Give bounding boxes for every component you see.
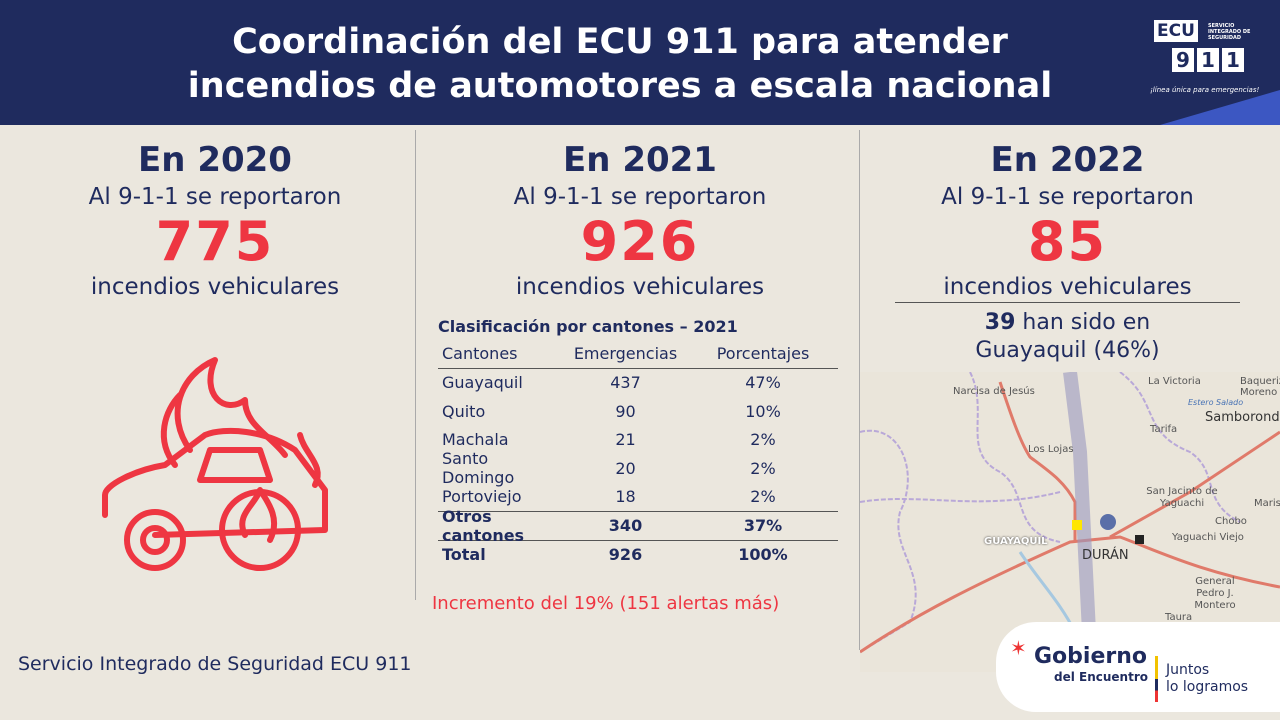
year-heading: En 2021	[563, 140, 717, 180]
footer-text: Servicio Integrado de Seguridad ECU 911	[18, 653, 412, 675]
cell: Otros cantones	[442, 506, 525, 545]
guayaquil-text: han sido en	[1022, 310, 1151, 335]
table-row: Machala 21 2%	[438, 426, 838, 455]
gobierno-logo: ✶ Gobierno del Encuentro Juntos lo logra…	[996, 622, 1280, 712]
logo-digits: 9 1 1	[1172, 48, 1244, 72]
cell: 18	[615, 487, 636, 507]
table-row: Santo Domingo 20 2%	[438, 449, 838, 487]
cell: 2%	[750, 487, 776, 507]
gobierno-sub: del Encuentro	[1054, 670, 1148, 684]
reported-text: Al 9-1-1 se reportaron	[513, 184, 767, 210]
guayaquil-summary: 39 han sido en Guayaquil (46%)	[895, 302, 1240, 365]
cell: 21	[615, 430, 636, 450]
sunburst-icon: ✶	[1010, 636, 1027, 660]
gobierno-name: Gobierno	[1034, 644, 1148, 669]
cell: Guayaquil	[442, 373, 523, 393]
page-title: Coordinación del ECU 911 para atender in…	[100, 20, 1140, 108]
cell: 2%	[750, 458, 776, 478]
map-label: Baquerizo Moreno	[1240, 376, 1280, 398]
guayaquil-percent: Guayaquil (46%)	[975, 338, 1160, 363]
map-label: GUAYAQUIL	[984, 536, 1048, 547]
map-roads	[860, 372, 1280, 654]
map-label: Los Lojas	[1028, 444, 1074, 455]
divider	[859, 130, 860, 650]
digit: 1	[1197, 48, 1219, 72]
flag-bar	[1155, 656, 1158, 702]
map-label: Chobo	[1215, 516, 1247, 527]
col-header: Emergencias	[573, 344, 678, 364]
reported-text: Al 9-1-1 se reportaron	[941, 184, 1194, 210]
cell: Portoviejo	[442, 487, 522, 507]
map-label: Taura	[1165, 612, 1193, 623]
table-row: Quito 90 10%	[438, 397, 838, 426]
table-row: Portoviejo 18 2%	[438, 483, 838, 512]
cell: Total	[442, 544, 486, 564]
year-2021: En 2021 Al 9-1-1 se reportaron 926 incen…	[465, 138, 815, 302]
title-line-1: Coordinación del ECU 911 para atender	[232, 22, 1008, 62]
cell: Quito	[442, 401, 486, 421]
fire-count: 85	[1027, 210, 1108, 273]
table-caption: Clasificación por cantones – 2021	[438, 317, 738, 336]
map-label: General Pedro J. Montero	[1194, 576, 1236, 611]
cantons-table: Clasificación por cantones – 2021 Canton…	[438, 317, 838, 568]
cell: Santo Domingo	[442, 449, 515, 488]
map-label: Tarifa	[1150, 424, 1178, 435]
year-heading: En 2020	[138, 140, 292, 180]
slogan-line: Juntos	[1166, 662, 1210, 678]
map-label: Marise	[1254, 498, 1280, 509]
reported-text: Al 9-1-1 se reportaron	[88, 184, 342, 210]
count-label: incendios vehiculares	[943, 274, 1192, 300]
count-label: incendios vehiculares	[90, 274, 340, 300]
col-header: Porcentajes	[716, 344, 810, 364]
cell: 47%	[745, 373, 781, 393]
cell: 100%	[738, 544, 788, 564]
cell: 2%	[750, 430, 776, 450]
cell: 10%	[745, 401, 781, 421]
table-row-others: Otros cantones 340 37%	[438, 507, 838, 545]
map-label: La Victoria	[1148, 376, 1201, 387]
decorative-slash	[1160, 90, 1280, 125]
map-label: Samborondón	[1205, 410, 1280, 425]
year-heading: En 2022	[990, 140, 1145, 180]
table-header: Cantones Emergencias Porcentajes	[438, 340, 838, 369]
year-2020: En 2020 Al 9-1-1 se reportaron 775 incen…	[40, 138, 390, 302]
title-line-2: incendios de automotores a escala nacion…	[187, 66, 1053, 106]
divider	[415, 130, 416, 600]
cell: 926	[608, 544, 643, 564]
cell: 37%	[743, 516, 783, 536]
cell: 340	[608, 516, 643, 536]
car-fire-icon	[102, 357, 328, 571]
map-label: DURÁN	[1082, 548, 1129, 563]
cell: 437	[610, 373, 641, 393]
guayaquil-count: 39	[984, 310, 1016, 335]
count-label: incendios vehiculares	[515, 274, 765, 300]
increase-note: Incremento del 19% (151 alertas más)	[432, 593, 780, 614]
col-header: Cantones	[442, 344, 518, 364]
logo-service: SERVICIO INTEGRADO DE SEGURIDAD	[1208, 23, 1251, 41]
map-label: San Jacinto de Yaguachi	[1146, 486, 1218, 509]
fire-count: 926	[580, 210, 700, 273]
fire-count: 775	[155, 210, 275, 273]
header: Coordinación del ECU 911 para atender in…	[0, 0, 1280, 125]
cell: 90	[615, 401, 636, 421]
map-label: Estero Salado	[1188, 398, 1244, 407]
logo-ecu: ECU	[1154, 20, 1198, 42]
year-2022: En 2022 Al 9-1-1 se reportaron 85 incend…	[885, 138, 1250, 302]
table-row: Guayaquil 437 47%	[438, 369, 838, 398]
digit: 1	[1222, 48, 1244, 72]
cell: 20	[615, 458, 636, 478]
map-label: Yaguachi Viejo	[1172, 532, 1244, 543]
slogan-line: lo logramos	[1166, 679, 1249, 695]
table-row-total: Total 926 100%	[438, 539, 838, 569]
cell: Machala	[442, 430, 509, 450]
digit: 9	[1172, 48, 1194, 72]
map-label: Narcisa de Jesús	[953, 386, 1035, 397]
